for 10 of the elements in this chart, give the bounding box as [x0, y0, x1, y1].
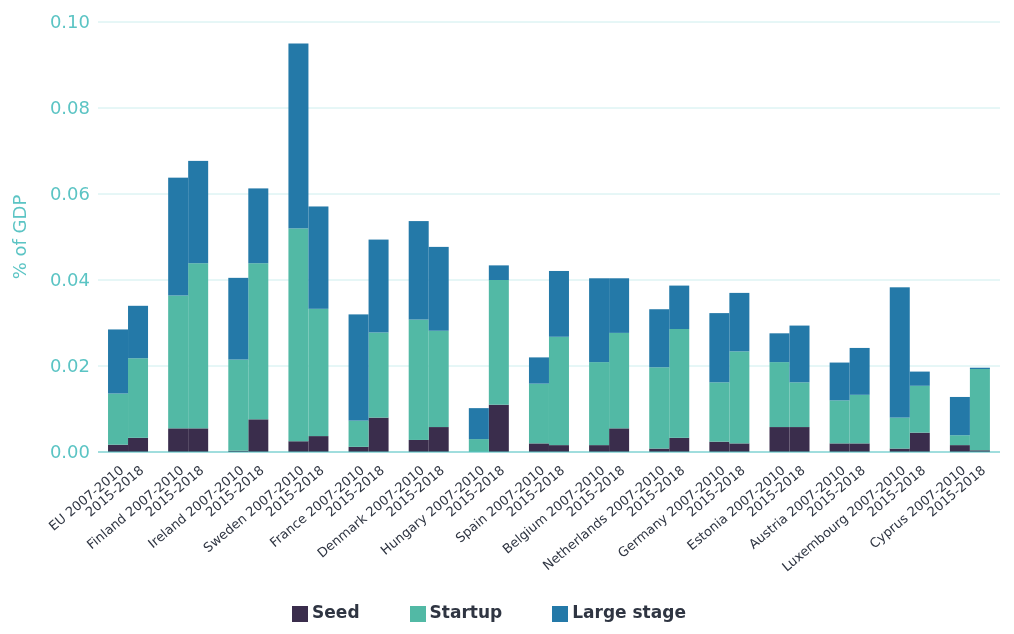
legend-label: Seed [312, 602, 360, 622]
y-tick-label: 0.04 [49, 269, 90, 291]
y-tick-label: 0.02 [49, 355, 90, 377]
y-tick-label: 0.08 [49, 97, 90, 119]
y-tick-label: 0.06 [49, 183, 90, 205]
legend-label: Startup [429, 602, 503, 622]
legend-label: Large stage [572, 602, 686, 622]
y-axis-title: % of GDP [9, 194, 31, 280]
y-tick-label: 0.10 [49, 11, 90, 33]
y-tick-label: 0.00 [49, 441, 90, 463]
